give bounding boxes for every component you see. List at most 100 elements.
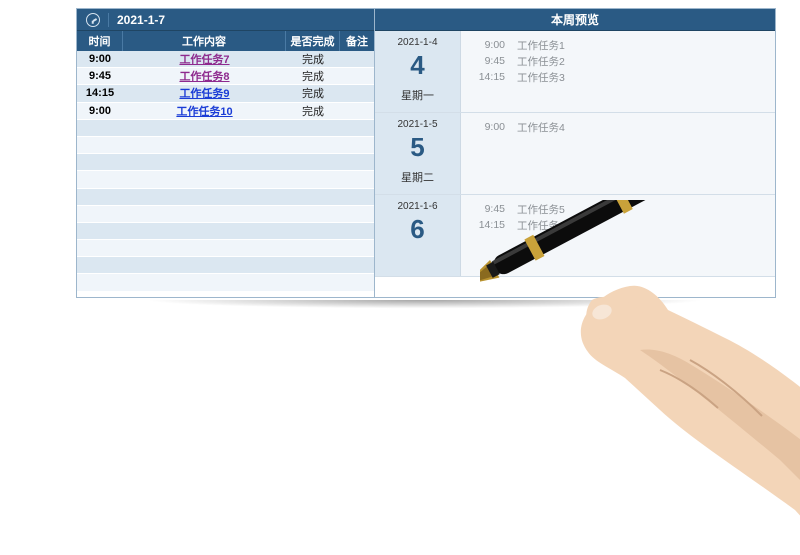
- daily-columns: 时间 工作内容 是否完成 备注: [77, 31, 374, 51]
- preview-task: 14:15工作任务3: [461, 69, 775, 85]
- day-left: 2021-1-6 6: [375, 195, 461, 276]
- cell-task: [123, 154, 286, 170]
- cell-time: 14:15: [77, 85, 123, 101]
- preview-task-time: 9:45: [461, 55, 517, 67]
- col-done-header: 是否完成: [286, 31, 340, 51]
- clock-icon-cell: [77, 13, 109, 27]
- cell-note: [340, 257, 374, 273]
- table-row[interactable]: [77, 206, 374, 223]
- cell-time: [77, 206, 123, 222]
- day-block[interactable]: 2021-1-55星期二9:00工作任务4: [375, 113, 775, 195]
- cell-note: [340, 51, 374, 67]
- daily-header: 2021-1-7: [77, 9, 374, 31]
- cell-task: [123, 257, 286, 273]
- preview-task-time: 14:15: [461, 219, 517, 231]
- table-row[interactable]: 9:45工作任务8完成: [77, 68, 374, 85]
- cell-note: [340, 154, 374, 170]
- preview-task: 14:15工作任务6: [461, 217, 775, 233]
- cell-task: [123, 137, 286, 153]
- table-row[interactable]: [77, 274, 374, 291]
- cell-time: 9:00: [77, 103, 123, 119]
- cell-task: [123, 274, 286, 290]
- week-preview-pane: 本周预览 2021-1-44星期一9:00工作任务19:45工作任务214:15…: [375, 9, 775, 297]
- table-row[interactable]: [77, 171, 374, 188]
- day-date: 2021-1-6: [397, 201, 437, 212]
- cell-task: [123, 206, 286, 222]
- daily-tasks-pane: 2021-1-7 时间 工作内容 是否完成 备注 9:00工作任务7完成9:45…: [77, 9, 375, 297]
- preview-task: 9:00工作任务1: [461, 37, 775, 53]
- cell-time: [77, 120, 123, 136]
- cell-time: [77, 240, 123, 256]
- day-number: 4: [410, 50, 424, 81]
- cell-note: [340, 103, 374, 119]
- table-row[interactable]: [77, 189, 374, 206]
- table-row[interactable]: 9:00工作任务10完成: [77, 103, 374, 120]
- week-preview-list: 2021-1-44星期一9:00工作任务19:45工作任务214:15工作任务3…: [375, 31, 775, 297]
- cell-time: [77, 274, 123, 290]
- cell-note: [340, 206, 374, 222]
- preview-task: 9:00工作任务4: [461, 119, 775, 135]
- cell-task: [123, 171, 286, 187]
- cell-note: [340, 274, 374, 290]
- table-row[interactable]: 14:15工作任务9完成: [77, 85, 374, 102]
- cell-done: [286, 240, 340, 256]
- preview-task-time: 14:15: [461, 71, 517, 83]
- day-block[interactable]: 2021-1-6 6 9:45工作任务514:15工作任务6: [375, 195, 775, 277]
- day-tasks: 9:00工作任务19:45工作任务214:15工作任务3: [461, 31, 775, 112]
- day-block[interactable]: 2021-1-44星期一9:00工作任务19:45工作任务214:15工作任务3: [375, 31, 775, 113]
- preview-task: 9:45工作任务5: [461, 201, 775, 217]
- table-row[interactable]: [77, 137, 374, 154]
- preview-task-name: 工作任务3: [517, 70, 775, 85]
- cell-done: [286, 171, 340, 187]
- cell-time: [77, 223, 123, 239]
- day-left: 2021-1-55星期二: [375, 113, 461, 194]
- col-task-header: 工作内容: [123, 31, 286, 51]
- day-number: 5: [410, 132, 424, 163]
- day-weekday: 星期一: [401, 87, 434, 103]
- preview-task: 9:45工作任务2: [461, 53, 775, 69]
- cell-task: 工作任务9: [123, 85, 286, 101]
- cell-task: [123, 189, 286, 205]
- cell-time: [77, 137, 123, 153]
- cell-note: [340, 240, 374, 256]
- cell-task: [123, 223, 286, 239]
- drop-shadow: [65, 300, 785, 340]
- table-row[interactable]: 9:00工作任务7完成: [77, 51, 374, 68]
- cell-time: [77, 154, 123, 170]
- table-row[interactable]: [77, 257, 374, 274]
- cell-note: [340, 189, 374, 205]
- cell-note: [340, 85, 374, 101]
- cell-note: [340, 171, 374, 187]
- cell-done: 完成: [286, 103, 340, 119]
- preview-task-name: 工作任务4: [517, 120, 775, 135]
- cell-task: 工作任务7: [123, 51, 286, 67]
- daily-rows: 9:00工作任务7完成9:45工作任务8完成14:15工作任务9完成9:00工作…: [77, 51, 374, 297]
- table-row[interactable]: [77, 120, 374, 137]
- cell-task: [123, 120, 286, 136]
- col-time-header: 时间: [77, 31, 123, 51]
- day-left: 2021-1-44星期一: [375, 31, 461, 112]
- cell-done: 完成: [286, 68, 340, 84]
- cell-note: [340, 120, 374, 136]
- cell-task: [123, 240, 286, 256]
- cell-task: 工作任务10: [123, 103, 286, 119]
- table-row[interactable]: [77, 240, 374, 257]
- cell-time: [77, 257, 123, 273]
- table-row[interactable]: [77, 223, 374, 240]
- day-tasks: 9:45工作任务514:15工作任务6: [461, 195, 775, 276]
- cell-time: [77, 189, 123, 205]
- cell-done: [286, 154, 340, 170]
- daily-date: 2021-1-7: [109, 13, 374, 27]
- day-number: 6: [410, 214, 424, 245]
- schedule-panel: 2021-1-7 时间 工作内容 是否完成 备注 9:00工作任务7完成9:45…: [76, 8, 776, 298]
- cell-time: 9:00: [77, 51, 123, 67]
- table-row[interactable]: [77, 154, 374, 171]
- cell-time: 9:45: [77, 68, 123, 84]
- col-note-header: 备注: [340, 31, 374, 51]
- day-weekday: 星期二: [401, 169, 434, 185]
- week-preview-title: 本周预览: [551, 11, 599, 28]
- cell-note: [340, 68, 374, 84]
- cell-note: [340, 137, 374, 153]
- cell-note: [340, 223, 374, 239]
- cell-done: [286, 274, 340, 290]
